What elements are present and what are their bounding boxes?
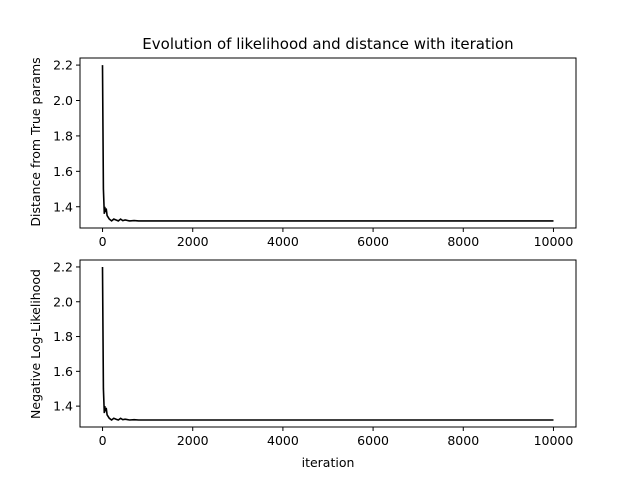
bottom-x-tick-label: 4000	[267, 433, 299, 448]
top-subplot: Evolution of likelihood and distance wit…	[28, 35, 577, 249]
top-y-tick-label: 2.0	[53, 93, 73, 108]
bottom-y-ticks: 1.4 1.6 1.8 2.0 2.2	[53, 259, 80, 414]
bottom-subplot: Negative Log-Likelihood iteration 0 2000 4…	[28, 259, 577, 470]
top-x-tick-label: 4000	[267, 234, 299, 249]
top-x-tick-label: 10000	[534, 234, 574, 249]
top-y-tick-label: 2.2	[53, 58, 73, 73]
bottom-y-tick-label: 2.0	[53, 294, 73, 309]
bottom-y-tick-label: 1.8	[53, 329, 73, 344]
bottom-y-axis-label: Negative Log-Likelihood	[28, 269, 43, 419]
top-y-ticks: 1.4 1.6 1.8 2.0 2.2	[53, 58, 80, 214]
top-y-tick-label: 1.4	[53, 199, 73, 214]
bottom-x-tick-label: 2000	[177, 433, 209, 448]
top-x-tick-label: 6000	[357, 234, 389, 249]
top-y-axis-label: Distance from True params	[28, 57, 43, 226]
top-x-tick-label: 2000	[177, 234, 209, 249]
bottom-x-tick-label: 6000	[357, 433, 389, 448]
top-series-line	[101, 65, 554, 222]
chart-title: Evolution of likelihood and distance wit…	[142, 35, 513, 53]
bottom-axes-frame	[79, 259, 577, 428]
top-x-tick-label: 0	[99, 234, 107, 249]
top-y-tick-label: 1.6	[53, 164, 73, 179]
top-x-ticks: 0 2000 4000 6000 8000 10000	[99, 228, 574, 249]
bottom-y-tick-label: 1.6	[53, 364, 73, 379]
bottom-y-tick-label: 2.2	[53, 259, 73, 274]
top-x-tick-label: 8000	[447, 234, 479, 249]
bottom-y-tick-label: 1.4	[53, 399, 73, 414]
top-y-tick-label: 1.8	[53, 128, 73, 143]
bottom-series-line	[101, 266, 554, 422]
bottom-x-axis-label: iteration	[302, 455, 355, 470]
bottom-x-tick-label: 10000	[534, 433, 574, 448]
bottom-x-tick-label: 0	[99, 433, 107, 448]
bottom-x-tick-label: 8000	[447, 433, 479, 448]
bottom-x-ticks: 0 2000 4000 6000 8000 10000	[99, 427, 574, 448]
top-axes-frame	[79, 57, 577, 229]
